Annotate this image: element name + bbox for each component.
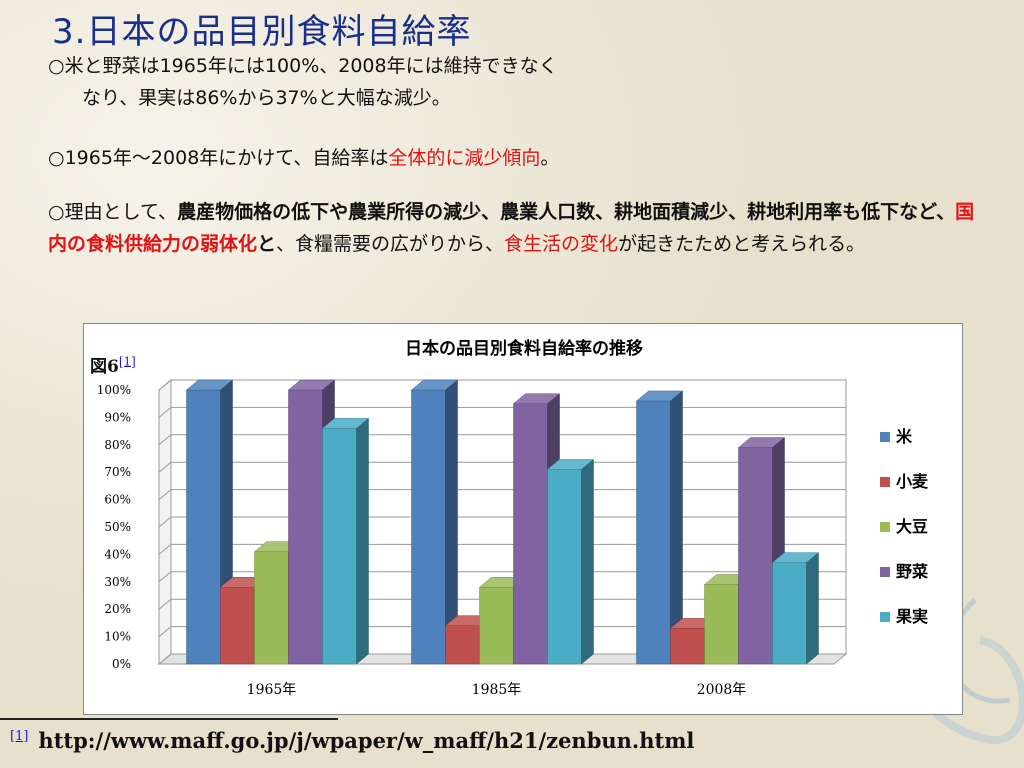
figure-label-text: 図6 — [90, 357, 119, 377]
gridline — [158, 434, 846, 446]
chart-svg: 日本の品目別食料自給率の推移 0% 10% 20% 30% 40% 50% 60% 70% 80%… — [97, 338, 929, 698]
paragraph-3-mid: 、食糧需要の広がりから、 — [276, 233, 505, 255]
figure-reference-link[interactable]: [1] — [118, 354, 136, 369]
paragraph-3-highlight-1: 国内の食料供給力の弱体化 — [48, 201, 975, 255]
gridline — [158, 626, 846, 637]
y-tick-label: 70% — [104, 465, 131, 479]
bar-米-2008年 — [636, 400, 671, 665]
paragraph-2-text: ○1965年〜2008年にかけて、自給率は — [48, 147, 389, 169]
bar-果実-2008年 — [772, 562, 807, 665]
gridline — [158, 406, 846, 418]
gridline — [158, 571, 846, 583]
footnote-url[interactable]: http://www.maff.go.jp/j/wpaper/w_maff/h2… — [38, 728, 695, 753]
body-text: ○米と野菜は1965年には100%、2008年には維持できなく なり、果実は86… — [48, 50, 988, 260]
paragraph-3-end: が起きたためと考えられる。 — [618, 233, 866, 255]
bar-果実-1965年 — [322, 428, 357, 665]
bar-野菜-1965年 — [288, 389, 323, 665]
bar-小麦-2008年 — [670, 628, 705, 665]
gridline — [158, 543, 846, 555]
y-tick-label: 0% — [112, 657, 131, 671]
legend-label-小麦: 小麦 — [896, 472, 929, 491]
gridline — [158, 379, 846, 391]
legend-label-大豆: 大豆 — [896, 517, 928, 536]
legend-label-野菜: 野菜 — [896, 562, 928, 581]
legend-swatch-小麦 — [880, 477, 890, 487]
legend-label-米: 米 — [896, 427, 913, 446]
paragraph-1-line-2: なり、果実は86%から37%と大幅な減少。 — [82, 87, 451, 109]
y-tick-label: 40% — [104, 547, 131, 561]
paragraph-3-conj: と — [257, 233, 277, 255]
y-tick-label: 30% — [104, 575, 131, 589]
paragraph-3-intro: ○理由として、 — [48, 201, 178, 223]
paragraph-3: ○理由として、農産物価格の低下や農業所得の減少、農業人口数、耕地面積減少、耕地利… — [48, 196, 988, 260]
bar-米-1985年 — [411, 389, 446, 665]
bar-果実-1985年 — [547, 469, 582, 665]
y-tick-label: 10% — [104, 630, 131, 644]
gridline — [158, 598, 846, 610]
paragraph-2-end: 。 — [540, 147, 560, 169]
paragraph-3-reasons: 農産物価格の低下や農業所得の減少、農業人口数、耕地面積減少、耕地利用率も低下など… — [177, 201, 956, 223]
paragraph-1-line-1: ○米と野菜は1965年には100%、2008年には維持できなく — [48, 55, 558, 77]
chart-title: 日本の品目別食料自給率の推移 — [405, 338, 643, 359]
bar-大豆-1985年 — [479, 587, 514, 665]
bar-side — [581, 458, 594, 665]
y-tick-label: 90% — [104, 410, 131, 424]
bar-大豆-2008年 — [704, 584, 739, 665]
chart-container: 図6[1] 日本の品目別食料自給率の推移 0% 10% 20% 30% 40% 50% 60%… — [83, 323, 963, 715]
y-tick-label: 100% — [97, 383, 131, 397]
x-tick-label: 1985年 — [472, 682, 522, 698]
x-tick-label: 1965年 — [247, 682, 297, 698]
legend-swatch-野菜 — [880, 567, 890, 577]
figure-label: 図6[1] — [90, 352, 136, 377]
paragraph-3-highlight-2: 食生活の変化 — [504, 233, 619, 255]
paragraph-1: ○米と野菜は1965年には100%、2008年には維持できなく なり、果実は86… — [48, 50, 988, 114]
bar-小麦-1985年 — [445, 625, 480, 665]
x-tick-label: 2008年 — [697, 682, 747, 698]
bar-米-1965年 — [186, 389, 221, 665]
bar-side — [806, 552, 819, 665]
gridline — [158, 461, 846, 473]
bar-side — [356, 417, 369, 665]
legend-swatch-米 — [880, 432, 890, 442]
legend-swatch-大豆 — [880, 522, 890, 532]
y-tick-label: 20% — [104, 602, 131, 616]
slide-title: 3.日本の品目別食料自給率 — [52, 12, 472, 52]
y-tick-label: 60% — [104, 493, 131, 507]
gridline — [158, 653, 846, 665]
paragraph-2-highlight: 全体的に減少傾向 — [388, 147, 541, 169]
gridline — [158, 516, 846, 528]
gridline — [158, 489, 846, 500]
bar-野菜-2008年 — [738, 447, 773, 665]
bar-大豆-1965年 — [254, 551, 289, 665]
footnote-divider — [0, 718, 338, 720]
legend-label-果実: 果実 — [895, 607, 928, 626]
footnote-reference-link[interactable]: [1] — [10, 729, 29, 744]
legend-swatch-果実 — [880, 612, 890, 622]
y-tick-label: 50% — [104, 520, 131, 534]
bar-小麦-1965年 — [220, 587, 255, 665]
bar-野菜-1985年 — [513, 403, 548, 665]
footnote: [1] http://www.maff.go.jp/j/wpaper/w_maff… — [10, 728, 694, 753]
y-tick-label: 80% — [104, 438, 131, 452]
paragraph-2: ○1965年〜2008年にかけて、自給率は全体的に減少傾向。 — [48, 142, 988, 174]
